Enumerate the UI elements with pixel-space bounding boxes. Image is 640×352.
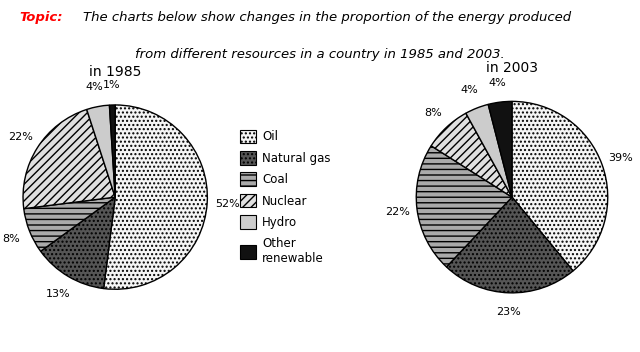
Text: 4%: 4% <box>461 85 479 95</box>
Text: Topic:: Topic: <box>19 11 63 24</box>
Legend: Oil, Natural gas, Coal, Nuclear, Hydro, Other
renewable: Oil, Natural gas, Coal, Nuclear, Hydro, … <box>239 130 330 265</box>
Text: 8%: 8% <box>424 108 442 118</box>
Text: 22%: 22% <box>8 132 33 142</box>
Wedge shape <box>24 197 115 251</box>
Wedge shape <box>447 197 573 293</box>
Wedge shape <box>466 105 512 197</box>
Wedge shape <box>416 146 512 267</box>
Text: 8%: 8% <box>2 233 20 244</box>
Text: 4%: 4% <box>85 82 103 92</box>
Text: 39%: 39% <box>608 153 632 163</box>
Text: from different resources in a country in 1985 and 2003.: from different resources in a country in… <box>135 48 505 61</box>
Wedge shape <box>87 105 115 197</box>
Text: 4%: 4% <box>489 78 506 88</box>
Wedge shape <box>23 109 115 209</box>
Text: 52%: 52% <box>215 199 240 209</box>
Wedge shape <box>109 105 115 197</box>
Text: 23%: 23% <box>496 307 521 317</box>
Wedge shape <box>488 101 512 197</box>
Text: 1%: 1% <box>103 80 120 90</box>
Wedge shape <box>104 105 207 289</box>
Wedge shape <box>41 197 115 289</box>
Text: The charts below show changes in the proportion of the energy produced: The charts below show changes in the pro… <box>83 11 572 24</box>
Title: in 2003: in 2003 <box>486 61 538 75</box>
Text: 13%: 13% <box>45 289 70 299</box>
Title: in 1985: in 1985 <box>89 65 141 79</box>
Wedge shape <box>431 113 512 197</box>
Wedge shape <box>512 101 608 271</box>
Text: 22%: 22% <box>385 207 410 216</box>
